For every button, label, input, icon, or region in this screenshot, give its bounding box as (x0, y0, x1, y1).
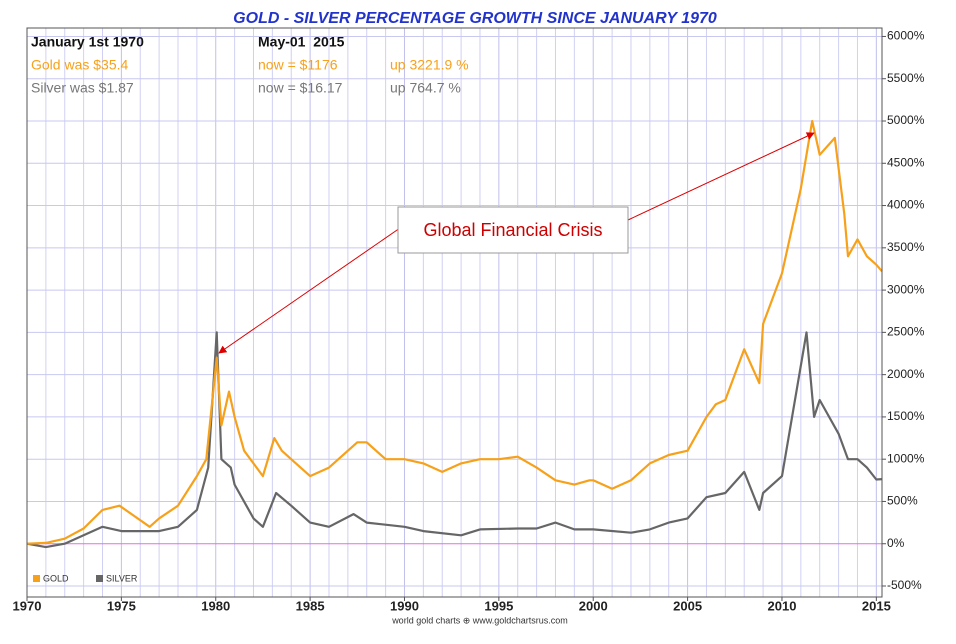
y-tick-label: 4000% (887, 198, 925, 212)
gold-start: Gold was $35.4 (31, 57, 128, 73)
y-tick-label: 1500% (887, 409, 925, 423)
series-line (26, 331, 883, 549)
x-tick-label: 1990 (390, 598, 419, 613)
gold-now: now = $1176 (258, 57, 338, 73)
start-label: January 1st 1970 (31, 34, 144, 50)
legend-swatch (33, 575, 40, 582)
x-tick-label: 1995 (484, 598, 513, 613)
x-tick-label: 1980 (201, 598, 230, 613)
y-tick-label: 2500% (887, 325, 925, 339)
x-tick-label: 2015 (862, 598, 891, 613)
legend-label: GOLD (43, 573, 69, 583)
end-label: May-01 2015 (258, 34, 345, 50)
y-tick-label: 3000% (887, 282, 925, 296)
x-tick-label: 2010 (768, 598, 797, 613)
x-tick-label: 1985 (296, 598, 325, 613)
annotation-arrow (627, 132, 815, 221)
legend-swatch (96, 575, 103, 582)
annotation-box (397, 206, 629, 254)
silver-now: now = $16.17 (258, 80, 343, 96)
gold-up: up 3221.9 % (390, 57, 469, 73)
y-tick-label: 2000% (887, 367, 925, 381)
y-tick-label: -500% (887, 578, 922, 592)
y-tick-label: 6000% (887, 29, 925, 43)
silver-start: Silver was $1.87 (31, 80, 134, 96)
grid (26, 28, 882, 597)
series-line (26, 119, 883, 545)
y-tick-label: 4500% (887, 155, 925, 169)
y-tick-label: 3500% (887, 240, 925, 254)
annotation-arrow (218, 227, 401, 354)
x-tick-label: 1970 (13, 598, 42, 613)
lines (26, 119, 883, 549)
legend-label: SILVER (106, 573, 138, 583)
x-tick-label: 1975 (107, 598, 136, 613)
x-tick-label: 2005 (673, 598, 702, 613)
annotation: Global Financial Crisis (423, 220, 602, 240)
y-tick-label: 500% (887, 494, 918, 508)
footer: world gold charts ⊕ www.goldchartsrus.co… (391, 615, 568, 625)
x-tick-label: 2000 (579, 598, 608, 613)
y-tick-label: 1000% (887, 451, 925, 465)
y-tick-label: 5000% (887, 113, 925, 127)
y-tick-label: 0% (887, 536, 905, 550)
plot-frame (26, 27, 883, 598)
chart-title: GOLD - SILVER PERCENTAGE GROWTH SINCE JA… (233, 10, 717, 27)
silver-up: up 764.7 % (390, 80, 461, 96)
y-tick-label: 5500% (887, 71, 925, 85)
